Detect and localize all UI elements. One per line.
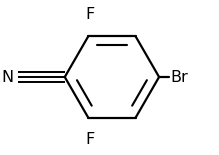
Text: Br: Br — [171, 69, 189, 84]
Text: N: N — [2, 69, 14, 84]
Text: F: F — [86, 132, 95, 147]
Text: F: F — [86, 7, 95, 22]
